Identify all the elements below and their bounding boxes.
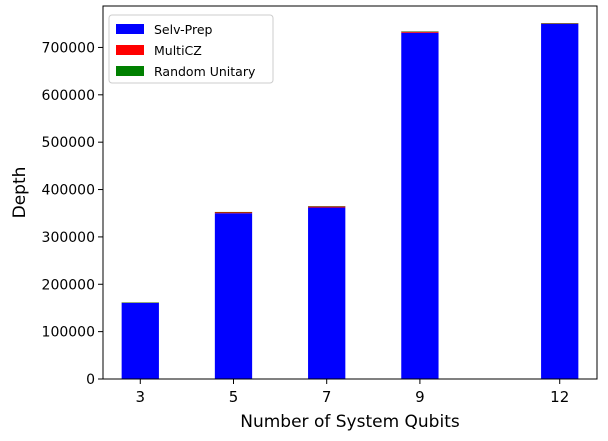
y-tick-label: 700000 [42, 40, 95, 56]
x-tick-label: 5 [229, 388, 239, 406]
plot-frame [102, 5, 598, 380]
y-tick-label: 100000 [42, 325, 95, 341]
bar-selv-prep-9 [401, 32, 439, 380]
legend-label: Selv-Prep [154, 22, 213, 37]
legend-swatch [116, 45, 144, 55]
x-tick-label: 9 [415, 388, 425, 406]
y-axis: 0 100000 200000 300000 400000 500000 600000 700… [42, 40, 103, 388]
x-tick-label: 3 [136, 388, 146, 406]
bars-layer [121, 23, 579, 380]
y-tick-label: 600000 [42, 88, 95, 104]
y-axis-label: Depth [10, 167, 30, 219]
legend-label: Random Unitary [154, 64, 256, 79]
x-tick-label: 12 [550, 388, 569, 406]
bar-selv-prep-12 [541, 23, 579, 380]
legend-box [108, 14, 274, 84]
y-tick-label: 300000 [42, 230, 95, 246]
bar-selv-prep-3 [121, 302, 159, 379]
y-tick-label: 400000 [42, 183, 95, 199]
x-axis-label: Number of System Qubits [240, 412, 460, 432]
y-tick-label: 200000 [42, 277, 95, 293]
bar-selv-prep-7 [308, 207, 346, 379]
bar-multicz-9 [401, 31, 439, 33]
bar-multicz-7 [308, 206, 346, 208]
legend-swatch [116, 66, 144, 76]
x-tick-label: 7 [322, 388, 332, 406]
legend-label: MultiCZ [154, 43, 202, 58]
x-axis: 3 5 7 9 12 [136, 379, 569, 406]
bar-multicz-5 [214, 212, 253, 214]
y-tick-label: 500000 [42, 135, 95, 151]
bar-selv-prep-5 [214, 213, 253, 379]
legend-swatch [116, 24, 144, 34]
legend: Selv-Prep MultiCZ Random Unitary [108, 14, 274, 84]
y-tick-label: 0 [86, 372, 95, 388]
